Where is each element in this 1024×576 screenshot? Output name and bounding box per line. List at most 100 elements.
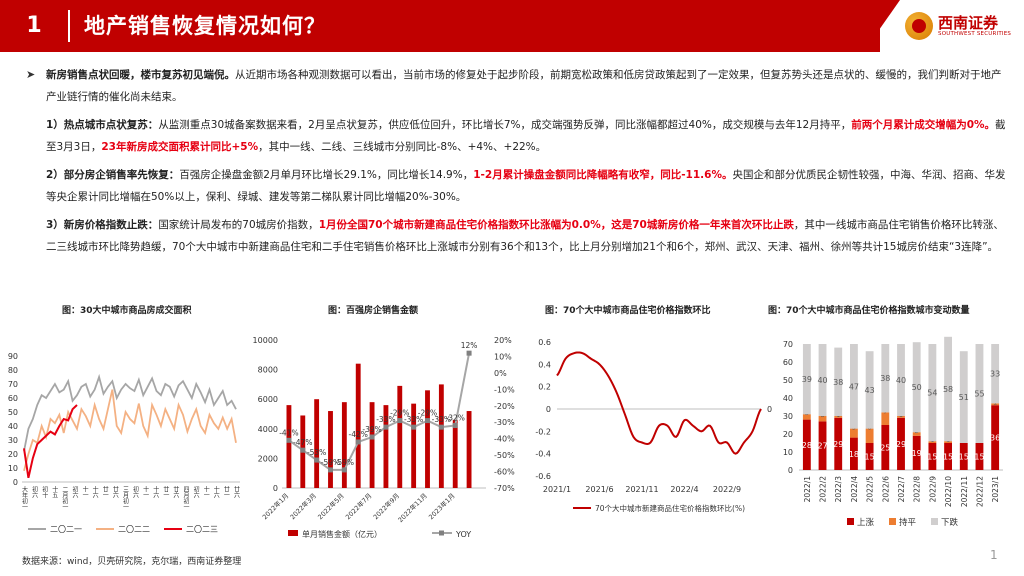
yoy-data-label: -39%: [362, 425, 381, 434]
x-tick-label: 十六: [152, 485, 159, 499]
y2-tick-label: -60%: [494, 468, 515, 477]
stacked-bar-下跌: [897, 344, 905, 416]
yoy-marker: [397, 418, 403, 424]
bar: [466, 411, 472, 488]
yoy-marker: [341, 467, 347, 473]
x-tick-label: 廿六: [111, 485, 118, 499]
stacked-bar-下跌: [881, 344, 890, 413]
yoy-data-label: -32%: [446, 414, 465, 423]
y-tick-label: 30: [783, 412, 793, 421]
yoy-data-label: -59%: [321, 458, 340, 467]
series-line-1: [23, 389, 237, 472]
yoy-marker: [355, 439, 361, 445]
x-tick-label: 十六: [212, 485, 219, 499]
legend-marker: [439, 530, 444, 536]
yoy-data-label: -47%: [293, 438, 312, 447]
stacked-bar-持平: [897, 416, 905, 418]
x-tick-label: 2022/5: [866, 476, 875, 503]
legend-label: YOY: [455, 530, 471, 539]
bar-data-label: 39: [802, 375, 812, 384]
bar-data-label: 54: [927, 389, 937, 398]
bar: [369, 402, 375, 488]
bar: [383, 405, 389, 488]
x-tick-label: 四月初一: [182, 486, 189, 510]
y-tick-label: 10: [8, 464, 18, 473]
x-tick-label: 十一: [142, 485, 149, 498]
y-tick-label: 60: [783, 358, 793, 367]
logo-name-cn: 西南证券: [938, 14, 999, 32]
x-tick-label: 初六: [132, 485, 139, 499]
y-tick-label: 0: [788, 466, 793, 475]
yoy-data-label: -33%: [404, 415, 423, 424]
company-logo: 西南证券 SOUTHWEST SECURITIES: [905, 10, 1015, 44]
y-tick-label: 30: [8, 436, 18, 445]
yoy-data-label: -29%: [418, 409, 437, 418]
intro-heading: 新房销售点状回暖，楼市复苏初见端倪。: [46, 69, 235, 81]
stacked-bar-下跌: [928, 344, 937, 442]
bar-data-label: 15: [959, 453, 969, 462]
bar: [355, 363, 361, 488]
p3-text-2: ，其中一线城市商品住宅销售价格环比转涨、二三线城市环比降势趋缓，70个大中城市中…: [46, 219, 1004, 253]
y-tick-label: 0.6: [538, 338, 551, 347]
p2-highlight: 1-2月累计操盘金额同比降幅略有收窄，同比-11.6%。: [473, 169, 733, 181]
y2-tick-label: -30%: [494, 418, 515, 427]
y-tick-label: 60: [8, 394, 18, 403]
bar-data-label: 58: [943, 385, 953, 394]
stacked-bar-上涨: [928, 443, 937, 470]
page-title: 地产销售恢复情况如何？: [84, 14, 326, 38]
bar: [425, 390, 430, 488]
bar-data-label: 55: [974, 390, 984, 399]
x-tick-label: 2022/12: [975, 476, 984, 507]
p1-highlight-1: 前两个月累计成交增幅为0%。: [851, 119, 996, 131]
y2-tick-label: 20%: [494, 336, 512, 345]
y-tick-label: 0.4: [538, 360, 551, 369]
y-tick-label: 4000: [258, 425, 278, 434]
bar-data-label: 40: [817, 376, 827, 385]
stacked-bar-持平: [928, 441, 937, 443]
stacked-bar-下跌: [865, 351, 874, 429]
y2-tick-label: 0%: [494, 369, 507, 378]
logo-icon: [905, 12, 933, 40]
stacked-bar-下跌: [944, 336, 952, 442]
bar-data-label: 27: [817, 442, 827, 451]
p1-text-3: ，其中一线、二线、三线城市分别同比-8%、+4%、+22%。: [258, 141, 547, 153]
p2-text-2: 央国企和部分优质民企韧性较强，中海、华润、招商、华发等央企累计同比增幅在50%以…: [46, 169, 1006, 203]
x-tick-label: 廿一: [101, 485, 108, 498]
header-bar: [0, 0, 880, 52]
stacked-bar-上涨: [897, 417, 905, 470]
legend-swatch: [847, 518, 854, 525]
legend-label: 70个大中城市新建商品住宅价格指数环比(%): [595, 503, 745, 513]
bar-data-label: 38: [880, 374, 890, 383]
yoy-marker: [286, 437, 292, 443]
x-tick-label: 十五: [51, 485, 58, 498]
x-tick-label: 廿六: [233, 485, 240, 499]
legend-label: 二〇二二: [118, 525, 150, 534]
p3-text-1: 国家统计局发布的70城房价指数，: [158, 219, 319, 231]
stacked-bar-持平: [944, 441, 952, 443]
bar: [438, 384, 444, 488]
yoy-data-label: 12%: [461, 341, 478, 350]
x-tick-label: 2021/6: [585, 485, 613, 494]
stacked-bar-持平: [881, 412, 890, 425]
x-tick-label: 2022/4: [850, 476, 859, 503]
logo-name-en: SOUTHWEST SECURITIES: [938, 31, 1012, 37]
legend-label: 单月销售金额（亿元）: [302, 529, 382, 539]
y-tick-label: 80: [8, 366, 18, 375]
yoy-marker: [411, 424, 417, 430]
y-tick-label: 70: [783, 340, 793, 349]
stacked-bar-上涨: [818, 421, 827, 470]
chart-70-city-change-count: 010203040506070283392022/1273402022/2291…: [783, 336, 1003, 528]
x-tick-label: 2022/9: [928, 476, 937, 503]
x-tick-label: 2022年3月: [288, 491, 318, 521]
bar: [314, 399, 320, 488]
x-tick-label: 2022/11: [960, 476, 969, 507]
yoy-marker: [452, 423, 458, 429]
stacked-bar-上涨: [959, 443, 968, 470]
chart1-title: 图：30大中城市商品房成交面积: [62, 306, 192, 316]
y-tick-label: 50: [783, 376, 793, 385]
bar-data-label: 18: [849, 450, 859, 459]
x-tick-label: 廿一: [222, 485, 229, 498]
legend-label: 持平: [899, 517, 917, 528]
x-tick-label: 三月初一: [121, 486, 128, 510]
y-tick-label: -0.2: [535, 427, 551, 436]
